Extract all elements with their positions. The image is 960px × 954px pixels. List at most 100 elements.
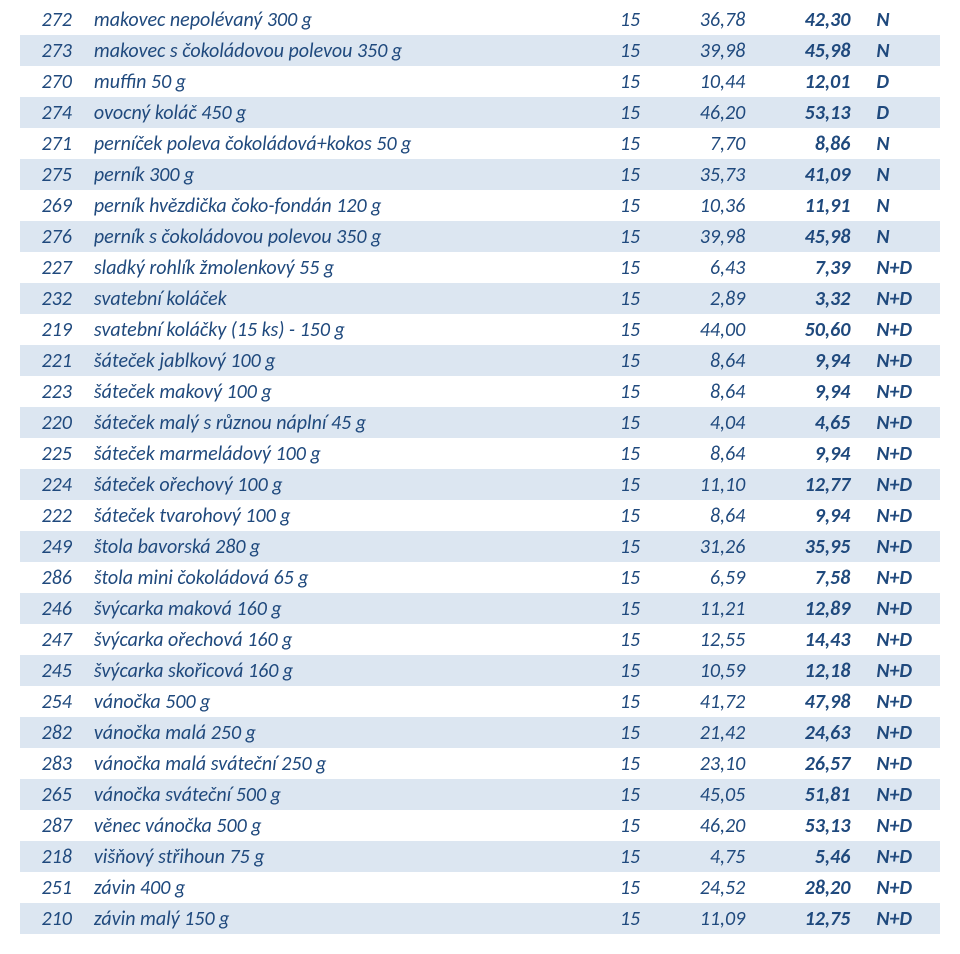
cell-category: N+D bbox=[856, 376, 940, 407]
cell-name: vánočka sváteční 500 g bbox=[78, 779, 582, 810]
cell-code: 223 bbox=[20, 376, 78, 407]
cell-qty: 15 bbox=[582, 345, 646, 376]
cell-qty: 15 bbox=[582, 4, 646, 35]
cell-name: makovec nepolévaný 300 g bbox=[78, 4, 582, 35]
cell-price1: 8,64 bbox=[646, 345, 751, 376]
table-row: 282vánočka malá 250 g1521,4224,63N+D bbox=[20, 717, 940, 748]
table-row: 222šáteček tvarohový 100 g158,649,94N+D bbox=[20, 500, 940, 531]
table-row: 247švýcarka ořechová 160 g1512,5514,43N+… bbox=[20, 624, 940, 655]
table-row: 273makovec s čokoládovou polevou 350 g15… bbox=[20, 35, 940, 66]
cell-category: N+D bbox=[856, 717, 940, 748]
table-row: 219svatební koláčky (15 ks) - 150 g1544,… bbox=[20, 314, 940, 345]
table-row: 210závin malý 150 g1511,0912,75N+D bbox=[20, 903, 940, 934]
cell-category: N+D bbox=[856, 686, 940, 717]
cell-category: N+D bbox=[856, 593, 940, 624]
cell-qty: 15 bbox=[582, 190, 646, 221]
cell-name: šáteček tvarohový 100 g bbox=[78, 500, 582, 531]
cell-code: 225 bbox=[20, 438, 78, 469]
table-row: 223šáteček makový 100 g158,649,94N+D bbox=[20, 376, 940, 407]
cell-qty: 15 bbox=[582, 655, 646, 686]
cell-name: švýcarka skořicová 160 g bbox=[78, 655, 582, 686]
cell-category: N+D bbox=[856, 624, 940, 655]
cell-price2: 11,91 bbox=[751, 190, 856, 221]
cell-qty: 15 bbox=[582, 407, 646, 438]
cell-price1: 24,52 bbox=[646, 872, 751, 903]
table-row: 245švýcarka skořicová 160 g1510,5912,18N… bbox=[20, 655, 940, 686]
table-row: 224šáteček ořechový 100 g1511,1012,77N+D bbox=[20, 469, 940, 500]
price-table: 272makovec nepolévaný 300 g1536,7842,30N… bbox=[20, 4, 940, 934]
cell-price1: 11,21 bbox=[646, 593, 751, 624]
cell-name: perníček poleva čokoládová+kokos 50 g bbox=[78, 128, 582, 159]
table-row: 283vánočka malá sváteční 250 g1523,1026,… bbox=[20, 748, 940, 779]
cell-code: 269 bbox=[20, 190, 78, 221]
cell-price1: 10,36 bbox=[646, 190, 751, 221]
cell-name: švýcarka maková 160 g bbox=[78, 593, 582, 624]
cell-price2: 51,81 bbox=[751, 779, 856, 810]
cell-price1: 6,43 bbox=[646, 252, 751, 283]
cell-code: 232 bbox=[20, 283, 78, 314]
cell-name: šáteček marmeládový 100 g bbox=[78, 438, 582, 469]
cell-qty: 15 bbox=[582, 500, 646, 531]
cell-price2: 9,94 bbox=[751, 345, 856, 376]
cell-name: švýcarka ořechová 160 g bbox=[78, 624, 582, 655]
cell-code: 227 bbox=[20, 252, 78, 283]
cell-qty: 15 bbox=[582, 624, 646, 655]
cell-code: 220 bbox=[20, 407, 78, 438]
cell-code: 222 bbox=[20, 500, 78, 531]
cell-price2: 8,86 bbox=[751, 128, 856, 159]
cell-qty: 15 bbox=[582, 438, 646, 469]
cell-price2: 35,95 bbox=[751, 531, 856, 562]
cell-price2: 9,94 bbox=[751, 438, 856, 469]
table-row: 271perníček poleva čokoládová+kokos 50 g… bbox=[20, 128, 940, 159]
cell-category: N bbox=[856, 159, 940, 190]
cell-code: 254 bbox=[20, 686, 78, 717]
cell-name: višňový střihoun 75 g bbox=[78, 841, 582, 872]
cell-price1: 10,59 bbox=[646, 655, 751, 686]
cell-code: 286 bbox=[20, 562, 78, 593]
cell-name: svatební koláčky (15 ks) - 150 g bbox=[78, 314, 582, 345]
cell-price2: 24,63 bbox=[751, 717, 856, 748]
cell-code: 219 bbox=[20, 314, 78, 345]
cell-qty: 15 bbox=[582, 531, 646, 562]
cell-price2: 12,89 bbox=[751, 593, 856, 624]
table-row: 274ovocný koláč 450 g1546,2053,13D bbox=[20, 97, 940, 128]
cell-name: závin 400 g bbox=[78, 872, 582, 903]
table-row: 275perník 300 g1535,7341,09N bbox=[20, 159, 940, 190]
cell-qty: 15 bbox=[582, 128, 646, 159]
cell-code: 283 bbox=[20, 748, 78, 779]
cell-category: D bbox=[856, 66, 940, 97]
cell-name: šáteček makový 100 g bbox=[78, 376, 582, 407]
cell-code: 221 bbox=[20, 345, 78, 376]
cell-name: makovec s čokoládovou polevou 350 g bbox=[78, 35, 582, 66]
cell-price1: 11,10 bbox=[646, 469, 751, 500]
cell-category: N+D bbox=[856, 283, 940, 314]
cell-price1: 2,89 bbox=[646, 283, 751, 314]
table-row: 269perník hvězdička čoko-fondán 120 g151… bbox=[20, 190, 940, 221]
cell-price1: 4,04 bbox=[646, 407, 751, 438]
cell-name: perník 300 g bbox=[78, 159, 582, 190]
cell-name: muffin 50 g bbox=[78, 66, 582, 97]
cell-category: N bbox=[856, 35, 940, 66]
cell-qty: 15 bbox=[582, 314, 646, 345]
table-row: 221šáteček jablkový 100 g158,649,94N+D bbox=[20, 345, 940, 376]
cell-qty: 15 bbox=[582, 810, 646, 841]
cell-price2: 50,60 bbox=[751, 314, 856, 345]
cell-code: 245 bbox=[20, 655, 78, 686]
cell-name: šáteček jablkový 100 g bbox=[78, 345, 582, 376]
cell-code: 251 bbox=[20, 872, 78, 903]
cell-price1: 46,20 bbox=[646, 97, 751, 128]
cell-price2: 42,30 bbox=[751, 4, 856, 35]
cell-category: N bbox=[856, 4, 940, 35]
cell-category: N bbox=[856, 221, 940, 252]
table-row: 225šáteček marmeládový 100 g158,649,94N+… bbox=[20, 438, 940, 469]
cell-price2: 12,75 bbox=[751, 903, 856, 934]
cell-qty: 15 bbox=[582, 376, 646, 407]
cell-code: 275 bbox=[20, 159, 78, 190]
cell-name: ovocný koláč 450 g bbox=[78, 97, 582, 128]
cell-qty: 15 bbox=[582, 841, 646, 872]
cell-price1: 8,64 bbox=[646, 500, 751, 531]
cell-name: svatební koláček bbox=[78, 283, 582, 314]
cell-price1: 31,26 bbox=[646, 531, 751, 562]
cell-category: N+D bbox=[856, 314, 940, 345]
cell-qty: 15 bbox=[582, 748, 646, 779]
